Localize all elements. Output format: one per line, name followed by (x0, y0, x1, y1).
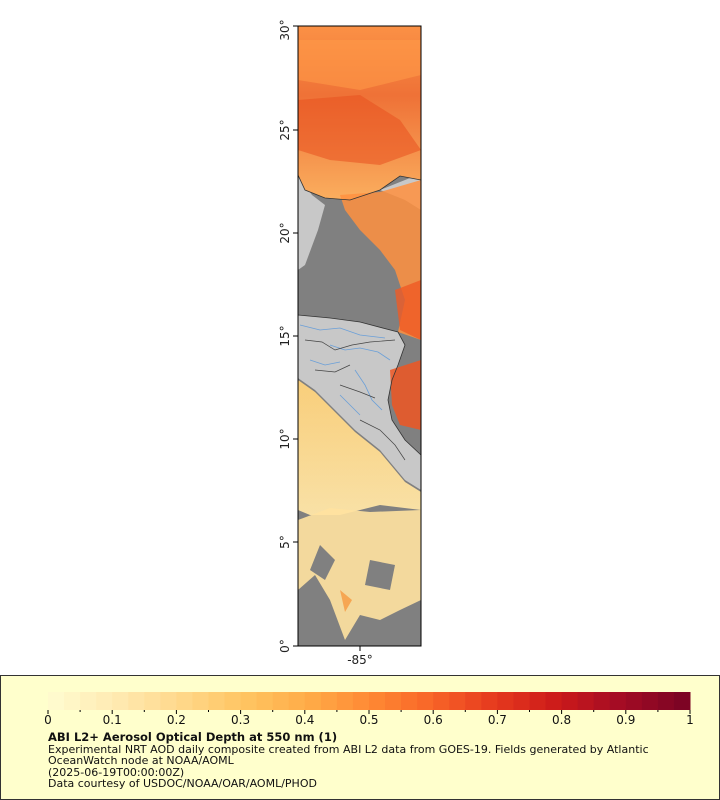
aod-caribbean (340, 180, 421, 340)
aod-spot (340, 590, 352, 612)
lon-label-minus-85: -85° (347, 653, 373, 667)
colorbar-tick-label: 0 (44, 713, 52, 727)
colorbar-ticks (47, 710, 691, 714)
legend-text: ABI L2+ Aerosol Optical Depth at 550 nm … (48, 730, 698, 790)
colorbar-swatch (176, 692, 193, 710)
colorbar-tick-label: 0.4 (295, 713, 314, 727)
coastline-central-america (298, 314, 421, 456)
colorbar: 0 0.1 0.2 0.3 0.4 0.5 0.6 0.7 0.8 0.9 1 (44, 692, 694, 727)
land-central-america (298, 315, 421, 490)
colorbar-swatch (449, 692, 466, 710)
colorbar-swatch (48, 692, 65, 710)
lat-label-15: 15° (278, 325, 292, 346)
aod-pacific (298, 380, 421, 515)
map-area: 0° 5° 10° 15° 20° 25° 30° -85° (278, 19, 422, 667)
colorbar-swatch (657, 692, 675, 710)
lat-label-0: 0° (278, 639, 292, 653)
legend-date: (2025-06-19T00:00:00Z) (48, 765, 185, 779)
colorbar-swatch (529, 692, 547, 710)
colorbar-swatch (625, 692, 643, 710)
colorbar-tick-label: 0.2 (167, 713, 186, 727)
colorbar-swatch (417, 692, 434, 710)
colorbar-swatch (513, 692, 530, 710)
lat-label-20: 20° (278, 222, 292, 243)
colorbar-swatch (64, 692, 81, 710)
colorbar-swatch (673, 692, 691, 710)
colorbar-swatch (224, 692, 242, 710)
legend-credit: Data courtesy of USDOC/NOAA/OAR/AOML/PHO… (48, 777, 317, 790)
colorbar-tick-label: 0.5 (359, 713, 378, 727)
colorbar-swatch (160, 692, 177, 710)
no-data-patch-1 (310, 545, 335, 580)
colorbar-tick-label: 0.9 (616, 713, 635, 727)
colorbar-tick-label: 0.1 (103, 713, 122, 727)
colorbar-swatch (352, 692, 370, 710)
legend-title: ABI L2+ Aerosol Optical Depth at 550 nm … (48, 730, 338, 744)
colorbar-swatches (48, 692, 691, 710)
aod-gulf-core (298, 95, 421, 165)
colorbar-swatch (320, 692, 338, 710)
colorbar-swatch (144, 692, 161, 710)
colorbar-swatch (593, 692, 611, 710)
colorbar-swatch (401, 692, 418, 710)
map-figure: 0° 5° 10° 15° 20° 25° 30° -85° (278, 19, 422, 667)
colorbar-swatch (369, 692, 386, 710)
colorbar-swatch (561, 692, 579, 710)
lat-label-10: 10° (278, 428, 292, 449)
colorbar-tick-label: 0.7 (488, 713, 507, 727)
colorbar-swatch (192, 692, 209, 710)
colorbar-tick-label: 0.6 (424, 713, 443, 727)
lat-label-5: 5° (278, 535, 292, 549)
colorbar-swatch (128, 692, 145, 710)
aod-pacific-south (298, 508, 421, 640)
colorbar-swatch (272, 692, 290, 710)
colorbar-swatch (545, 692, 563, 710)
land-yucatan (298, 175, 325, 270)
colorbar-swatch (577, 692, 595, 710)
colorbar-swatch (481, 692, 498, 710)
aod-caribbean-south (390, 360, 421, 430)
colorbar-swatch (240, 692, 258, 710)
legend-description: Experimental NRT AOD daily composite cre… (48, 742, 649, 767)
colorbar-swatch (288, 692, 306, 710)
colorbar-swatch (304, 692, 322, 710)
country-borders (304, 339, 406, 461)
colorbar-swatch (256, 692, 274, 710)
colorbar-swatch (465, 692, 482, 710)
no-data-patch-2 (365, 560, 395, 590)
colorbar-tick-label: 0.3 (231, 713, 250, 727)
colorbar-swatch (497, 692, 514, 710)
colorbar-swatch (609, 692, 627, 710)
colorbar-swatch (641, 692, 659, 710)
colorbar-swatch (385, 692, 402, 710)
coastline-north (298, 174, 421, 201)
colorbar-swatch (80, 692, 97, 710)
aod-caribbean-high (395, 280, 421, 340)
colorbar-swatch (336, 692, 354, 710)
legend-panel: 0 0.1 0.2 0.3 0.4 0.5 0.6 0.7 0.8 0.9 1 ABI L2+ Ae… (0, 675, 720, 800)
axis-ticks (293, 25, 361, 651)
colorbar-swatch (208, 692, 226, 710)
lat-label-30: 30° (278, 19, 292, 40)
colorbar-swatch (96, 692, 113, 710)
map-raster (298, 26, 421, 646)
aod-gulf-north (298, 40, 421, 90)
colorbar-swatch (112, 692, 129, 710)
colorbar-tick-label: 0.8 (552, 713, 571, 727)
colorbar-labels: 0 0.1 0.2 0.3 0.4 0.5 0.6 0.7 0.8 0.9 1 (44, 713, 694, 727)
colorbar-swatch (433, 692, 450, 710)
lat-label-25: 25° (278, 119, 292, 140)
colorbar-tick-label: 1 (686, 713, 694, 727)
